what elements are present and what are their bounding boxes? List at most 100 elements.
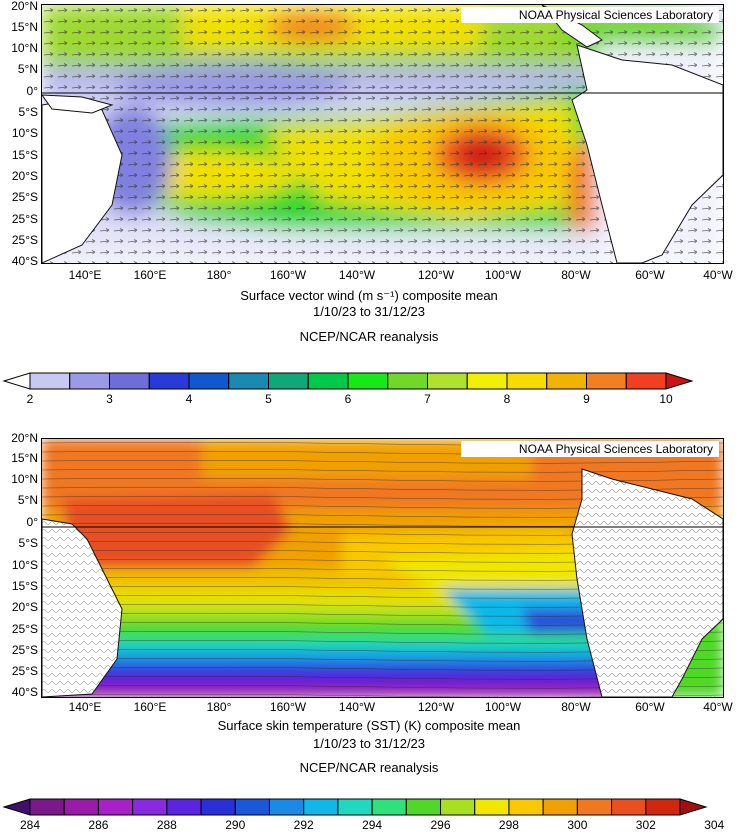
lat-label: 25°S — [11, 643, 38, 657]
new-guinea-land — [42, 94, 114, 114]
lon-label: 120°W — [417, 700, 455, 714]
lon-label: 140°W — [338, 700, 376, 714]
lat-label: 5°S — [18, 105, 38, 119]
colorbar-swatch — [645, 798, 681, 816]
colorbar-tick-label: 10 — [659, 392, 673, 406]
colorbar-swatch — [97, 798, 134, 816]
sst-map: NOAA Physical Sciences Laboratory — [41, 438, 724, 698]
colorbar-swatch — [546, 372, 587, 390]
lat-label: 25°S — [11, 664, 38, 678]
colorbar-swatch — [506, 372, 548, 390]
lat-label: 0° — [26, 515, 38, 529]
sst-title: Surface skin temperature (SST) (K) compo… — [217, 718, 521, 733]
colorbar-swatch — [234, 798, 270, 816]
wind-source: NCEP/NCAR reanalysis — [299, 329, 439, 344]
lat-label: 20°N — [11, 431, 38, 445]
lat-label: 25°S — [11, 190, 38, 204]
lon-label: 120°W — [417, 268, 455, 282]
colorbar-tick-label: 6 — [344, 392, 352, 406]
south-america-land — [571, 44, 723, 263]
lat-label: 20°S — [11, 169, 38, 183]
sst-colorbar: 284 286 288 290 292 294 296 298 300 302 304 — [0, 796, 738, 834]
colorbar-swatch — [576, 798, 613, 816]
sst-colorbar-svg — [2, 798, 708, 816]
lat-label: 0° — [26, 84, 38, 98]
lat-label: 10°S — [11, 126, 38, 140]
lon-label: 180° — [206, 268, 232, 282]
colorbar-swatch — [625, 372, 667, 390]
colorbar-tick-label: 302 — [635, 818, 656, 832]
lon-label: 160°E — [133, 700, 167, 714]
colorbar-swatch — [337, 798, 373, 816]
colorbar-swatch — [508, 798, 544, 816]
colorbar-swatch — [542, 798, 578, 816]
colorbar-swatch — [474, 798, 510, 816]
lat-label: 5°N — [17, 62, 38, 76]
lon-label: 140°E — [68, 700, 102, 714]
colorbar-swatch — [405, 798, 442, 816]
wind-map: NOAA Physical Sciences Laboratory — [41, 4, 724, 264]
colorbar-swatch — [307, 372, 349, 390]
colorbar-tick-label: 286 — [88, 818, 109, 832]
lon-label: 160°W — [269, 700, 307, 714]
colorbar-swatch — [132, 798, 168, 816]
lat-label: 25°S — [11, 233, 38, 247]
lon-label: 160°W — [269, 268, 307, 282]
credit-label: NOAA Physical Sciences Laboratory — [460, 7, 719, 23]
colorbar-swatch — [387, 372, 428, 390]
lat-label: 10°N — [11, 472, 38, 486]
colorbar-swatch — [586, 372, 627, 390]
lon-label: 40°W — [703, 700, 733, 714]
colorbar-tick-label: 288 — [156, 818, 177, 832]
wind-map-svg — [42, 5, 723, 263]
wind-colorbar: 2 3 4 5 6 7 8 9 10 — [0, 370, 738, 410]
lon-label: 80°W — [561, 268, 591, 282]
lat-label: 25°S — [11, 212, 38, 226]
lat-label: 15°S — [11, 148, 38, 162]
colorbar-tick-label: 2 — [26, 392, 34, 406]
colorbar-max-arrow — [665, 372, 694, 390]
colorbar-swatch — [347, 372, 389, 390]
lat-label: 20°N — [11, 0, 38, 13]
lat-label: 40°S — [11, 685, 38, 699]
colorbar-tick-label: 292 — [293, 818, 314, 832]
colorbar-swatch — [268, 372, 309, 390]
colorbar-tick-label: 290 — [225, 818, 246, 832]
lat-label: 15°S — [11, 579, 38, 593]
lat-label: 20°S — [11, 600, 38, 614]
colorbar-swatch — [303, 798, 339, 816]
colorbar-swatch — [268, 798, 305, 816]
colorbar-swatch — [29, 372, 71, 390]
credit-label: NOAA Physical Sciences Laboratory — [460, 441, 719, 457]
colorbar-swatch — [188, 372, 230, 390]
lat-label: 10°S — [11, 558, 38, 572]
colorbar-swatch — [63, 798, 99, 816]
lat-label: 15°N — [11, 451, 38, 465]
lon-label: 100°W — [484, 700, 522, 714]
colorbar-tick-label: 9 — [583, 392, 590, 406]
sst-map-svg — [42, 439, 723, 697]
colorbar-swatch — [427, 372, 468, 390]
colorbar-tick-label: 3 — [106, 392, 113, 406]
colorbar-swatch — [109, 372, 150, 390]
colorbar-swatch — [200, 798, 236, 816]
lon-label: 60°W — [635, 700, 665, 714]
wind-panel: NOAA Physical Sciences Laboratory 20°N 1… — [0, 0, 738, 410]
colorbar-tick-label: 4 — [185, 392, 193, 406]
lon-label: 60°W — [635, 268, 665, 282]
lat-label: 15°N — [11, 20, 38, 34]
lon-label: 80°W — [561, 700, 591, 714]
lat-label: 5°S — [18, 536, 38, 550]
lon-label: 100°W — [484, 268, 522, 282]
lat-label: 40°S — [11, 254, 38, 268]
lat-label: 10°N — [11, 41, 38, 55]
sst-date-range: 1/10/23 to 31/12/23 — [312, 736, 426, 751]
sst-panel: NOAA Physical Sciences Laboratory 20°N 1… — [0, 431, 738, 834]
colorbar-swatch — [148, 372, 190, 390]
colorbar-tick-label: 7 — [424, 392, 431, 406]
colorbar-tick-label: 298 — [498, 818, 519, 832]
colorbar-max-arrow — [679, 798, 708, 816]
colorbar-swatch — [228, 372, 269, 390]
colorbar-swatch — [466, 372, 508, 390]
colorbar-tick-label: 304 — [704, 818, 725, 832]
